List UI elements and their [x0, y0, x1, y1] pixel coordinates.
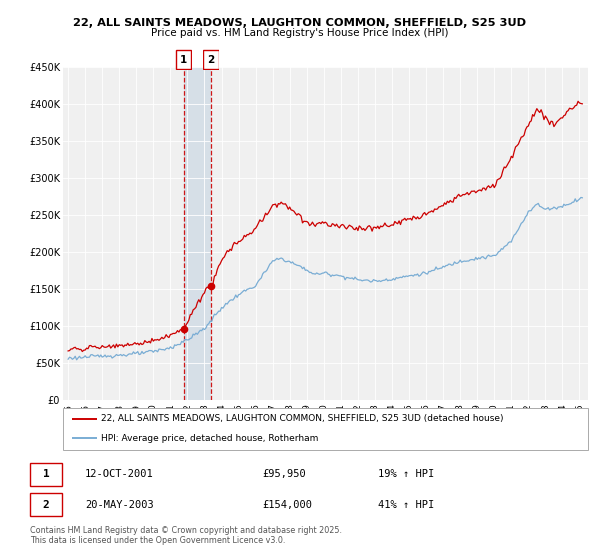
Text: This data is licensed under the Open Government Licence v3.0.: This data is licensed under the Open Gov…: [30, 536, 286, 545]
Text: 1: 1: [180, 55, 187, 65]
FancyBboxPatch shape: [30, 463, 62, 486]
FancyBboxPatch shape: [176, 50, 191, 69]
Text: £95,950: £95,950: [262, 469, 305, 479]
Text: 22, ALL SAINTS MEADOWS, LAUGHTON COMMON, SHEFFIELD, S25 3UD: 22, ALL SAINTS MEADOWS, LAUGHTON COMMON,…: [73, 18, 527, 28]
FancyBboxPatch shape: [30, 493, 62, 516]
FancyBboxPatch shape: [63, 408, 588, 450]
FancyBboxPatch shape: [203, 50, 218, 69]
Text: 22, ALL SAINTS MEADOWS, LAUGHTON COMMON, SHEFFIELD, S25 3UD (detached house): 22, ALL SAINTS MEADOWS, LAUGHTON COMMON,…: [101, 414, 503, 423]
Text: £154,000: £154,000: [262, 500, 312, 510]
Text: 20-MAY-2003: 20-MAY-2003: [85, 500, 154, 510]
Text: Price paid vs. HM Land Registry's House Price Index (HPI): Price paid vs. HM Land Registry's House …: [151, 28, 449, 38]
Text: 2: 2: [208, 55, 215, 65]
Text: 12-OCT-2001: 12-OCT-2001: [85, 469, 154, 479]
Text: 19% ↑ HPI: 19% ↑ HPI: [378, 469, 434, 479]
Text: HPI: Average price, detached house, Rotherham: HPI: Average price, detached house, Roth…: [101, 434, 318, 443]
Bar: [184, 67, 211, 400]
Text: Contains HM Land Registry data © Crown copyright and database right 2025.: Contains HM Land Registry data © Crown c…: [30, 526, 342, 535]
Text: 41% ↑ HPI: 41% ↑ HPI: [378, 500, 434, 510]
Text: 1: 1: [43, 469, 49, 479]
Text: 2: 2: [43, 500, 49, 510]
